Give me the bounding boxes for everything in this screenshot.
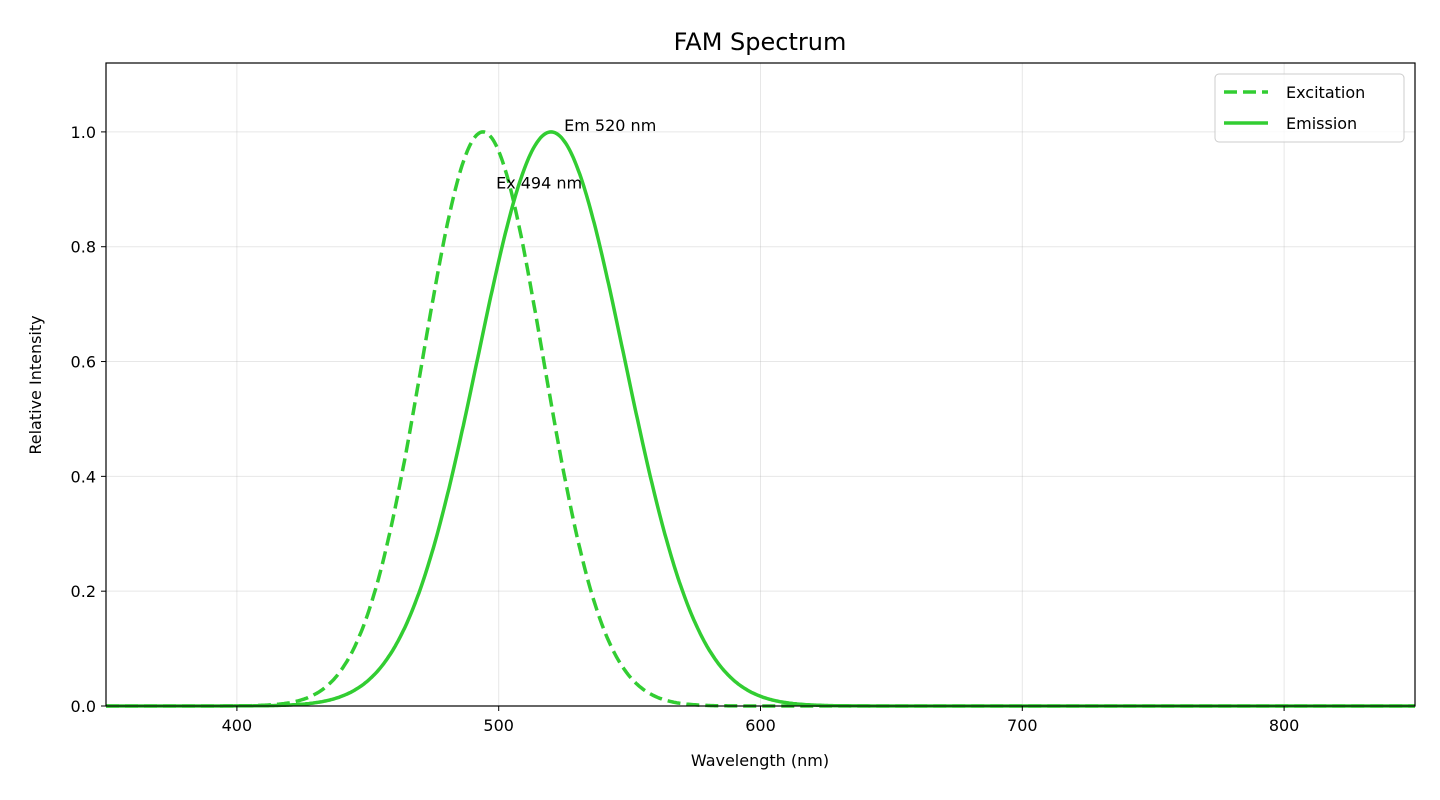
legend-label-emission: Emission (1286, 114, 1357, 133)
y-tick-label: 0.8 (71, 238, 96, 257)
x-tick-label: 800 (1269, 716, 1300, 735)
y-tick-label: 0.0 (71, 697, 96, 716)
annotation-emission-peak: Em 520 nm (564, 116, 656, 135)
x-tick-label: 600 (745, 716, 776, 735)
y-tick-label: 0.6 (71, 353, 96, 372)
legend: Excitation Emission (1214, 73, 1405, 143)
y-tick-label: 1.0 (71, 123, 96, 142)
x-tick-label: 700 (1007, 716, 1038, 735)
grid (106, 63, 1415, 707)
series-line-excitation (106, 130, 1415, 708)
annotation-excitation-peak: Ex 494 nm (496, 173, 582, 192)
x-tick-label: 500 (483, 716, 514, 735)
legend-label-excitation: Excitation (1286, 83, 1365, 102)
x-tick-label: 400 (222, 716, 253, 735)
y-tick-label: 0.4 (71, 467, 96, 486)
ticks: 400 500 600 700 800 0.0 0.2 0.4 0.6 0.8 1.0 (71, 123, 1300, 735)
chart-title: FAM Spectrum (674, 28, 847, 56)
x-axis-label: Wavelength (nm) (691, 751, 829, 770)
y-tick-label: 0.2 (71, 582, 96, 601)
y-axis-label: Relative Intensity (26, 315, 45, 454)
